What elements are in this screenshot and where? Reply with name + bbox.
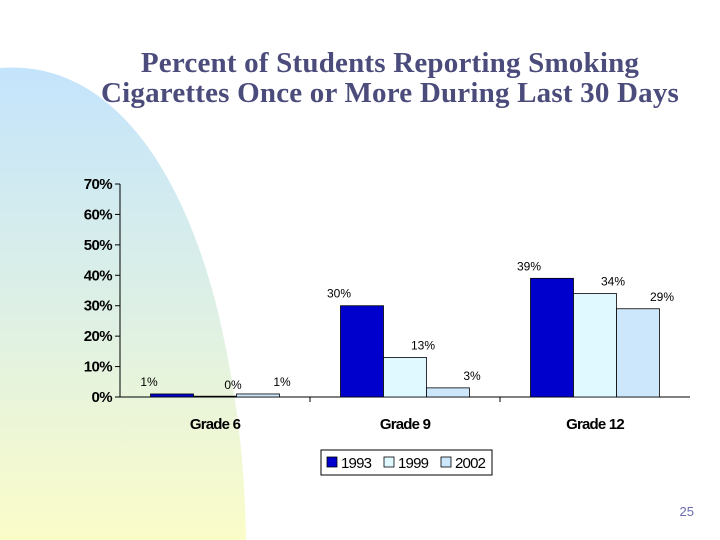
y-tick-label: 0% — [92, 389, 113, 406]
y-tick-label: 50% — [84, 237, 112, 254]
bar — [340, 305, 384, 398]
y-tick-label: 10% — [84, 359, 112, 376]
slide-title: Percent of Students Reporting Smoking Ci… — [100, 47, 680, 109]
decorative-arc — [0, 67, 246, 540]
data-label: 1% — [273, 375, 291, 389]
y-tick-label: 20% — [84, 328, 112, 345]
y-tick-label: 30% — [84, 298, 112, 315]
y-tick-label: 70% — [84, 176, 112, 193]
x-category-label: Grade 6 — [190, 416, 241, 433]
bar — [236, 393, 280, 398]
page-number: 25 — [679, 504, 694, 519]
legend-label: 1999 — [398, 455, 429, 472]
data-label: 29% — [650, 290, 674, 304]
legend-swatch — [383, 456, 395, 468]
x-category-label: Grade 12 — [566, 416, 624, 433]
data-label: 0% — [224, 378, 242, 392]
bar — [616, 308, 660, 398]
data-label: 39% — [517, 259, 541, 273]
bar — [150, 393, 194, 398]
legend-box — [320, 449, 493, 476]
y-tick-label: 60% — [84, 206, 112, 223]
data-label: 34% — [601, 275, 625, 289]
bar — [193, 395, 237, 398]
bar — [530, 277, 574, 398]
legend-swatch — [440, 456, 452, 468]
y-tick-label: 40% — [84, 267, 112, 284]
legend-label: 2002 — [455, 455, 486, 472]
x-category-label: Grade 9 — [380, 416, 431, 433]
data-label: 3% — [463, 369, 481, 383]
data-label: 13% — [411, 338, 435, 352]
legend-label: 1993 — [341, 455, 372, 472]
bar — [383, 357, 427, 398]
bar — [426, 387, 470, 398]
legend-swatch — [326, 456, 338, 468]
bar — [573, 293, 617, 398]
data-label: 30% — [327, 287, 351, 301]
data-label: 1% — [140, 375, 158, 389]
